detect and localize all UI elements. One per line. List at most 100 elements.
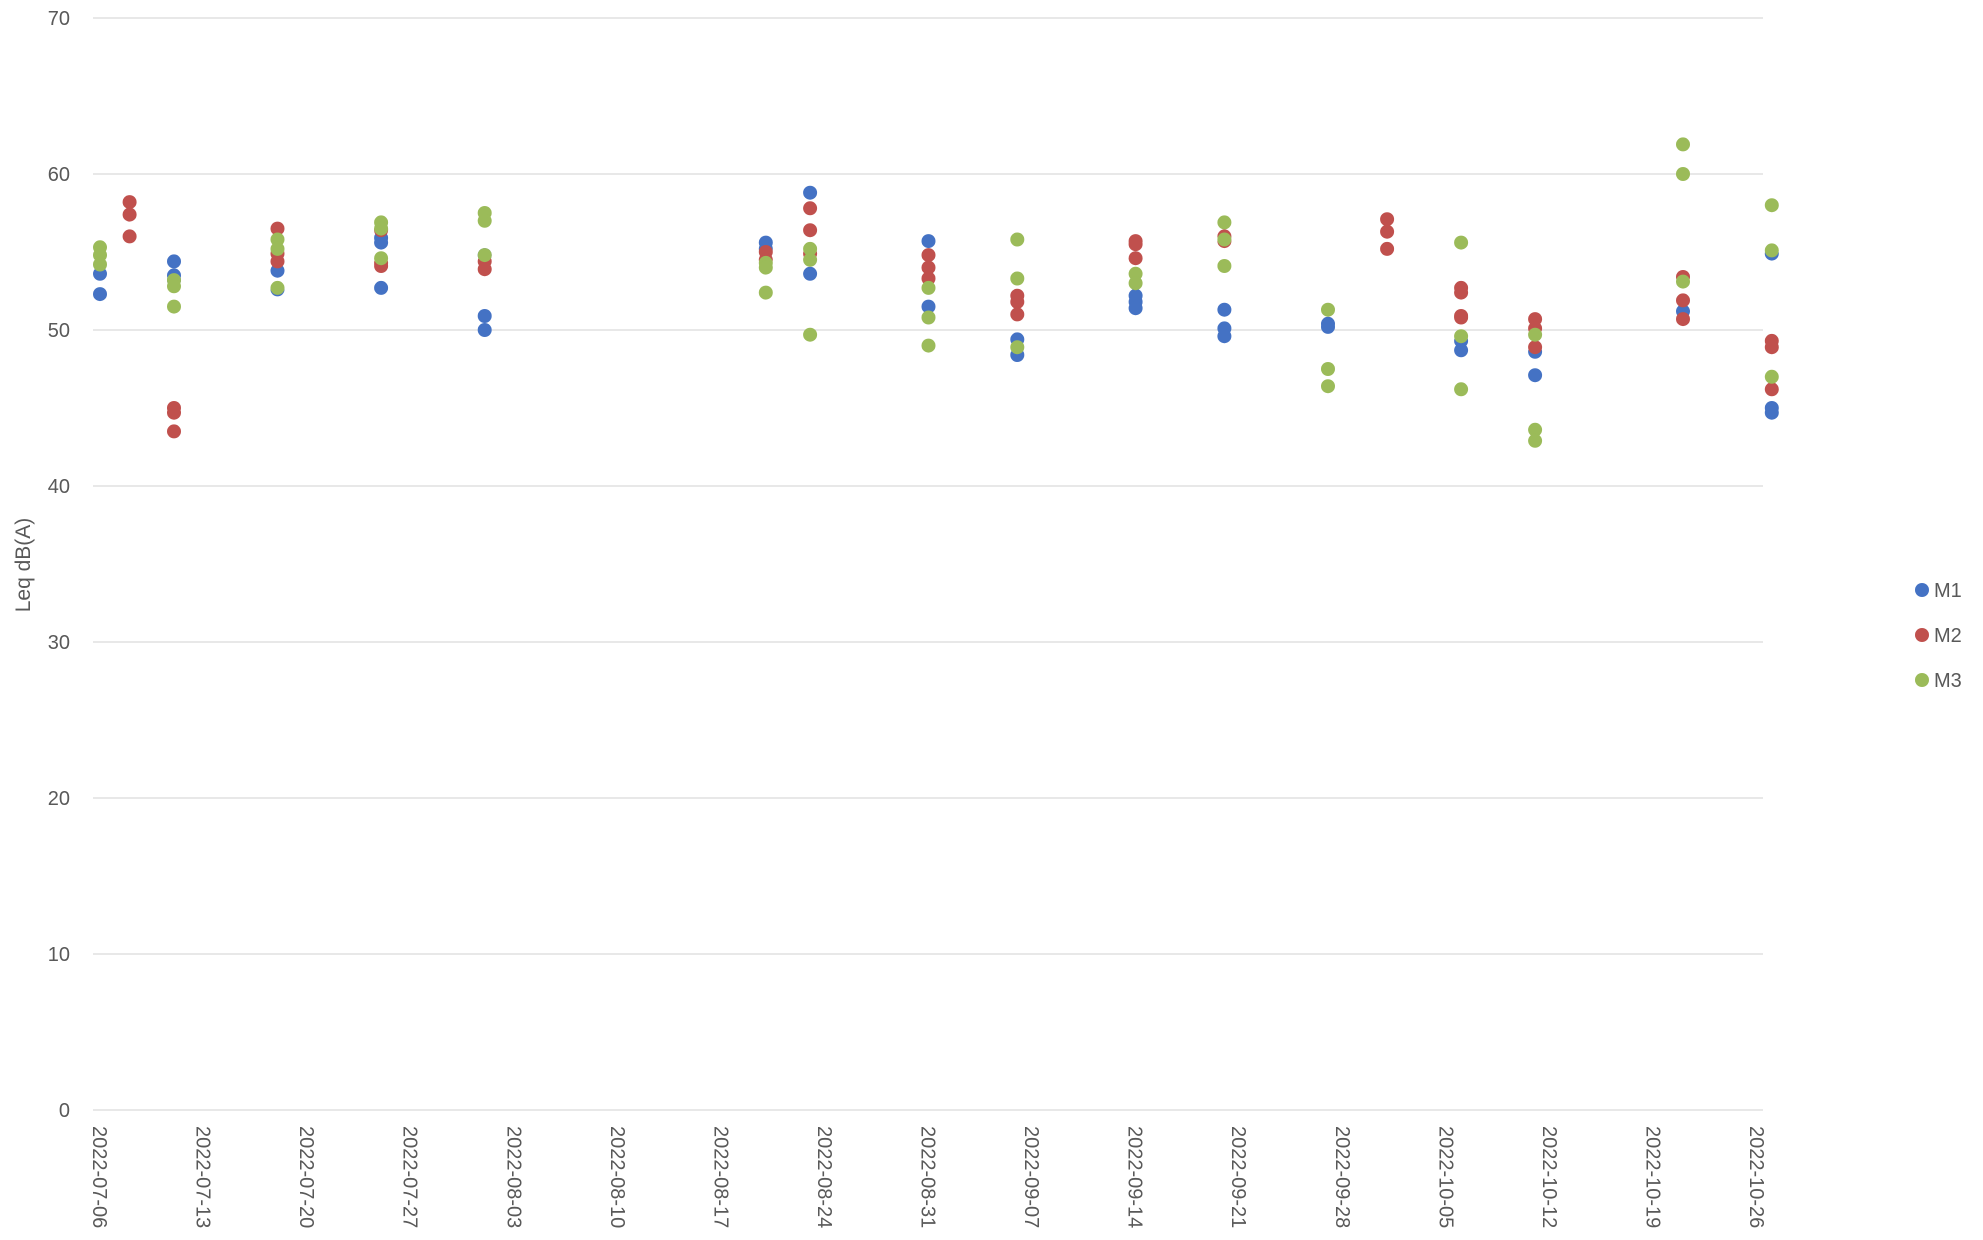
data-point: [803, 266, 818, 281]
data-point: [270, 280, 285, 295]
y-tick-label: 60: [48, 164, 70, 186]
x-tick-label: 2022-10-12: [1538, 1126, 1560, 1228]
data-point: [1764, 198, 1779, 213]
data-point: [1454, 285, 1469, 300]
data-point: [1128, 237, 1143, 252]
legend-label: M2: [1934, 625, 1962, 647]
legend: M1 M2 M3: [1915, 580, 1962, 692]
data-point: [803, 223, 818, 238]
data-point: [270, 241, 285, 256]
data-point: [1217, 329, 1232, 344]
data-point: [477, 309, 492, 323]
x-tick-label: 2022-08-10: [606, 1126, 628, 1228]
x-tick-label: 2022-08-31: [917, 1126, 939, 1228]
legend-marker: [1915, 583, 1929, 597]
data-point: [921, 310, 936, 325]
data-point: [803, 252, 818, 267]
data-point: [921, 338, 936, 353]
data-point: [1764, 405, 1779, 420]
legend-marker: [1915, 673, 1929, 687]
data-point: [803, 201, 818, 216]
data-point: [1676, 312, 1690, 327]
data-point: [93, 287, 107, 302]
data-point: [1010, 340, 1025, 355]
data-point: [1380, 212, 1395, 227]
data-point: [1454, 235, 1469, 250]
data-point: [270, 254, 285, 269]
data-point: [921, 260, 936, 275]
data-point: [1528, 422, 1543, 437]
x-tick-label: 2022-10-05: [1434, 1126, 1456, 1228]
data-point: [122, 229, 137, 244]
x-tick-label: 2022-09-28: [1331, 1126, 1353, 1228]
y-tick-label: 50: [48, 320, 70, 342]
x-tick-label: 2022-08-03: [502, 1126, 524, 1228]
data-point: [1217, 302, 1232, 317]
data-point: [1217, 232, 1232, 247]
gridlines: [93, 17, 1763, 1111]
data-point: [758, 260, 773, 275]
data-point: [1528, 433, 1543, 448]
data-point: [1380, 241, 1395, 256]
x-tick-label: 2022-07-27: [399, 1126, 421, 1228]
data-point: [1676, 167, 1690, 181]
series-m3: [93, 137, 1779, 448]
data-point: [167, 299, 181, 314]
legend-label: M3: [1934, 670, 1962, 692]
data-point: [374, 235, 389, 250]
data-point: [803, 185, 818, 200]
data-point: [1010, 271, 1025, 286]
x-axis-ticks: 2022-07-06 2022-07-13 2022-07-20 2022-07-27…: [88, 1126, 1767, 1228]
y-tick-label: 0: [59, 1100, 70, 1122]
data-point: [1380, 224, 1395, 239]
data-points: [93, 137, 1779, 448]
data-point: [1010, 307, 1025, 322]
data-point: [477, 262, 492, 277]
data-point: [1321, 379, 1335, 394]
series-m1: [93, 185, 1779, 420]
data-point: [374, 221, 389, 236]
data-point: [1128, 301, 1143, 316]
data-point: [1321, 302, 1335, 317]
data-point: [1010, 294, 1025, 309]
data-point: [1128, 251, 1143, 266]
data-point: [374, 251, 389, 266]
data-point: [921, 280, 936, 295]
data-point: [1321, 362, 1335, 376]
x-tick-label: 2022-07-06: [88, 1126, 110, 1228]
x-tick-label: 2022-09-21: [1227, 1126, 1249, 1228]
y-tick-label: 20: [48, 788, 70, 810]
y-axis-ticks: 0 10 20 30 40 50 60 70: [48, 8, 70, 1122]
data-point: [167, 405, 181, 420]
data-point: [1676, 293, 1690, 308]
data-point: [477, 213, 492, 228]
x-tick-label: 2022-09-14: [1124, 1126, 1146, 1228]
y-axis-title: Leq dB(A): [12, 518, 35, 613]
data-point: [477, 248, 492, 263]
data-point: [270, 221, 285, 236]
data-point: [374, 280, 389, 295]
data-point: [1217, 259, 1232, 273]
data-point: [1528, 327, 1543, 342]
data-point: [167, 254, 181, 269]
data-point: [1010, 232, 1025, 247]
data-point: [1764, 340, 1779, 355]
data-point: [1454, 382, 1469, 397]
x-tick-label: 2022-10-26: [1745, 1126, 1767, 1228]
data-point: [1676, 137, 1690, 152]
x-tick-label: 2022-10-19: [1641, 1126, 1663, 1228]
data-point: [921, 248, 936, 263]
data-point: [758, 285, 773, 300]
legend-label: M1: [1934, 580, 1962, 602]
y-tick-label: 10: [48, 944, 70, 966]
data-point: [1528, 368, 1543, 383]
data-point: [93, 257, 107, 272]
x-tick-label: 2022-09-07: [1020, 1126, 1042, 1228]
data-point: [1764, 243, 1779, 258]
data-point: [1764, 382, 1779, 397]
data-point: [122, 195, 137, 210]
y-tick-label: 70: [48, 8, 70, 30]
data-point: [1321, 319, 1335, 334]
data-point: [1454, 310, 1469, 325]
